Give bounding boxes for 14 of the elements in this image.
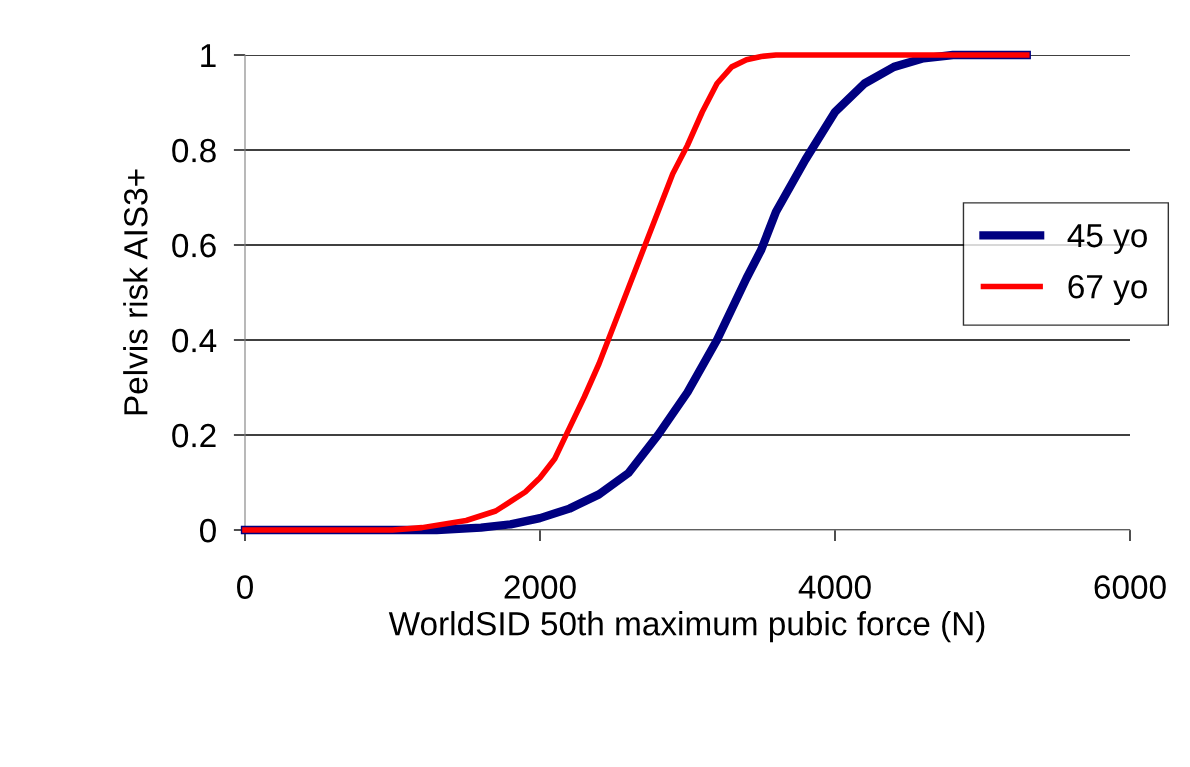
legend-label: 45 yo <box>1067 224 1147 254</box>
y-tick-label: 0.2 <box>172 423 216 448</box>
x-tick-label: 4000 <box>798 575 871 599</box>
legend-label: 67 yo <box>1068 274 1147 306</box>
x-axis-title: WorldSID 50th maximum pubic force (N) <box>388 611 985 643</box>
y-tick-label: 0 <box>199 518 216 543</box>
y-tick-label: 1 <box>201 44 216 68</box>
x-tick-label: 6000 <box>1094 575 1166 599</box>
y-axis-title: Pelvis risk AIS3+ <box>123 169 148 415</box>
y-tick-label: 0.8 <box>172 138 216 163</box>
x-tick-label: 2000 <box>504 575 576 599</box>
y-tick-label: 0.4 <box>172 328 217 353</box>
y-tick-label: 0.6 <box>172 233 216 258</box>
x-tick-label: 0 <box>237 575 253 599</box>
